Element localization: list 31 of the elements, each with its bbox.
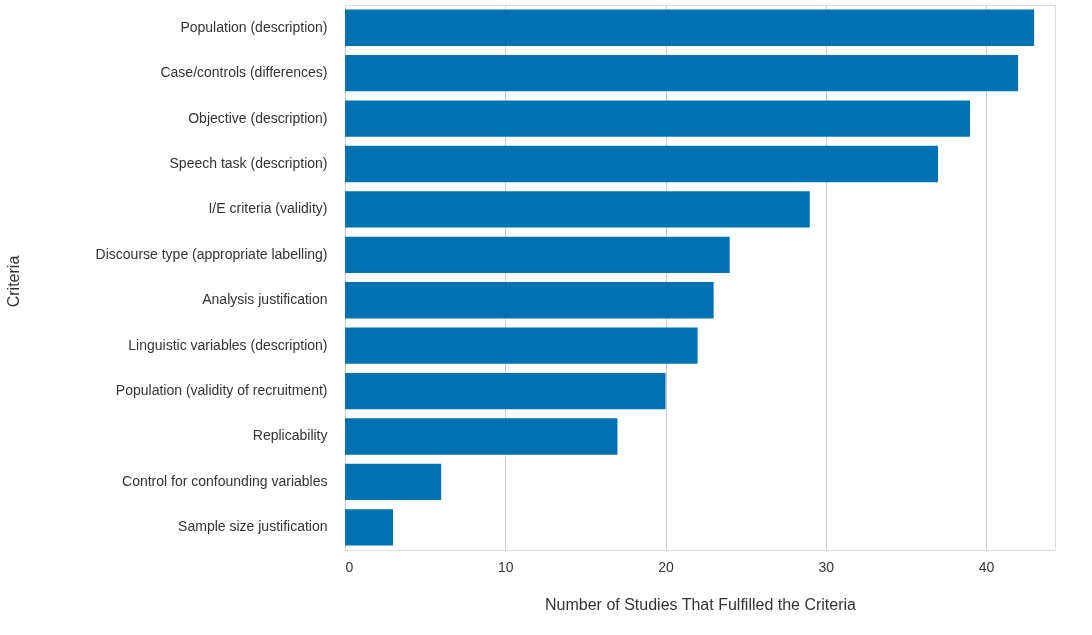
y-tick-label: Objective (description) — [188, 109, 328, 126]
y-tick-label: Case/controls (differences) — [160, 64, 328, 81]
y-tick-label: I/E criteria (validity) — [208, 200, 328, 217]
bar — [345, 282, 714, 319]
x-tick-label: 10 — [497, 558, 514, 575]
y-tick-label: Control for confounding variables — [122, 472, 328, 489]
bar — [345, 418, 618, 455]
x-tick-label: 40 — [978, 558, 995, 575]
bar — [345, 54, 1019, 92]
x-axis-title: Number of Studies That Fulfilled the Criteria — [545, 595, 857, 613]
bar — [345, 236, 730, 273]
bar — [345, 509, 394, 546]
bar — [345, 9, 1035, 46]
y-tick-label: Population (description) — [180, 18, 328, 35]
y-axis-title: Criteria — [4, 255, 22, 308]
x-tick-label: 20 — [658, 558, 675, 575]
bar — [345, 463, 442, 501]
bar — [345, 145, 938, 183]
bar — [345, 191, 810, 228]
y-tick-label: Population (validity of recruitment) — [115, 382, 328, 399]
x-tick-label: 0 — [345, 558, 354, 575]
y-tick-label: Analysis justification — [202, 291, 328, 308]
bar — [345, 100, 971, 137]
x-tick-label: 30 — [818, 558, 835, 575]
bar — [345, 327, 698, 364]
y-tick-label: Speech task (description) — [169, 154, 328, 171]
y-tick-label: Replicability — [252, 427, 328, 444]
y-tick-label: Discourse type (appropriate labelling) — [95, 245, 328, 262]
y-tick-label: Sample size justification — [178, 518, 328, 535]
y-tick-label: Linguistic variables (description) — [128, 336, 328, 353]
bar — [345, 372, 666, 410]
